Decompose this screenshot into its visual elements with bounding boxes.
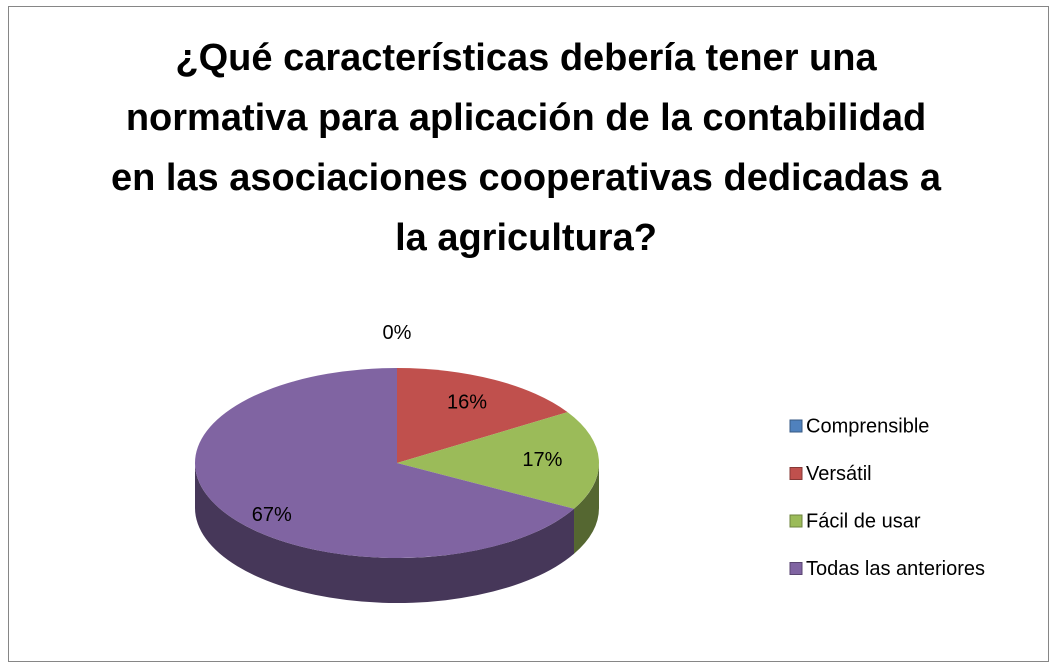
pie-slice: [397, 368, 568, 463]
legend-label: Comprensible: [806, 415, 929, 437]
legend-swatch: [789, 419, 803, 433]
data-label: 67%: [252, 504, 292, 526]
pie-side: [195, 463, 575, 603]
legend-swatch: [789, 467, 803, 480]
legend-swatch: [789, 562, 803, 575]
legend-label: Todas las anteriores: [806, 558, 985, 580]
data-label: 0%: [383, 322, 412, 344]
data-label: 16%: [447, 391, 487, 413]
pie-side: [574, 463, 599, 554]
legend-label: Fácil de usar: [806, 510, 921, 532]
data-label: 17%: [522, 449, 562, 471]
pie-slice: [397, 412, 600, 509]
chart-frame: [8, 6, 1049, 662]
pie-slice: [195, 368, 575, 559]
legend-label: Versátil: [806, 463, 872, 485]
chart-title: ¿Qué características debería tener una n…: [110, 37, 942, 259]
legend-swatch: [789, 514, 803, 528]
